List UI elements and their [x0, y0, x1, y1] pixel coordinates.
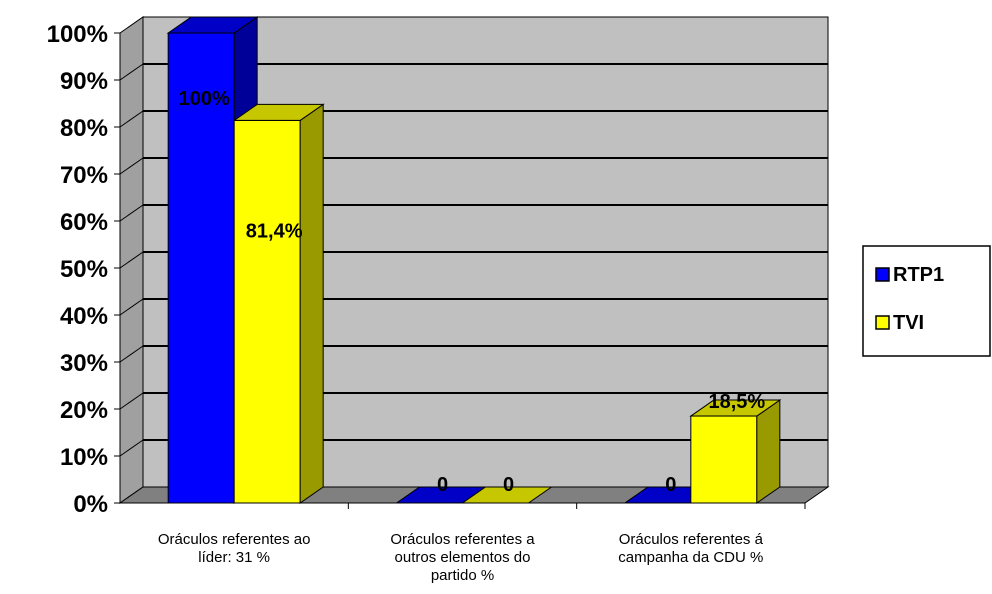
data-label: 18,5% [708, 391, 765, 413]
category-label-line: Oráculos referentes ao [158, 531, 311, 548]
gridline-side [119, 110, 144, 128]
y-tick-label: 30% [60, 350, 108, 377]
bar-top [460, 486, 554, 504]
bar-tvi [689, 399, 782, 504]
category-label-line: Oráculos referentes a [390, 531, 535, 548]
legend-swatch-rtp1 [875, 267, 890, 282]
y-tick-label: 80% [60, 115, 108, 142]
category-label-line: campanha da CDU % [618, 549, 763, 566]
y-tick-label: 0% [73, 491, 108, 518]
category-label-line: Oráculos referentes á [619, 531, 764, 548]
data-label: 0 [503, 474, 514, 496]
bar-top [689, 399, 782, 417]
gridline-side [119, 204, 144, 222]
bar-top [166, 16, 259, 34]
y-tick-label: 100% [47, 21, 108, 48]
gridline-side [119, 157, 144, 175]
category-label-line: partido % [431, 567, 494, 584]
gridline-side [119, 251, 144, 269]
legend: RTP1 TVI [862, 245, 991, 357]
y-tick-label: 10% [60, 444, 108, 471]
bar-front [167, 32, 235, 504]
y-tick-label: 50% [60, 256, 108, 283]
y-tick-label: 40% [60, 303, 108, 330]
bar-tvi [232, 103, 325, 504]
gridline-side [119, 63, 144, 81]
data-label: 81,4% [246, 220, 303, 242]
category-label: Oráculos referentes ao líder: 31 % [158, 531, 311, 566]
legend-swatch-tvi [875, 315, 890, 330]
bar-side [756, 399, 781, 504]
category-label-line: outros elementos do [395, 549, 531, 566]
legend-label-rtp1: RTP1 [893, 264, 944, 286]
gridline-side [119, 298, 144, 316]
labels: 0% 10% 20% 30% 40% 50% 60% 70% 80% 90% 100% 100% 81,… [47, 21, 766, 584]
y-tick-label: 20% [60, 397, 108, 424]
bar-side [299, 103, 324, 504]
category-label: Oráculos referentes a outros elementos do… [390, 531, 535, 584]
legend-box [862, 245, 991, 357]
data-label: 100% [179, 88, 230, 110]
y-tick-label: 70% [60, 162, 108, 189]
data-label: 0 [665, 474, 676, 496]
bar-tvi [460, 486, 554, 504]
category-label: Oráculos referentes á campanha da CDU % [618, 531, 763, 566]
bar-front [233, 119, 301, 504]
bar-top [232, 103, 325, 121]
legend-label-tvi: TVI [893, 312, 924, 334]
category-label-line: líder: 31 % [198, 549, 270, 566]
y-tick-label: 60% [60, 209, 108, 236]
gridline-side [119, 392, 144, 410]
data-label: 0 [437, 474, 448, 496]
gridline-side [119, 439, 144, 457]
bar-front [690, 415, 758, 504]
bars [166, 16, 782, 504]
y-tick-label: 90% [60, 68, 108, 95]
gridline-side [119, 345, 144, 363]
